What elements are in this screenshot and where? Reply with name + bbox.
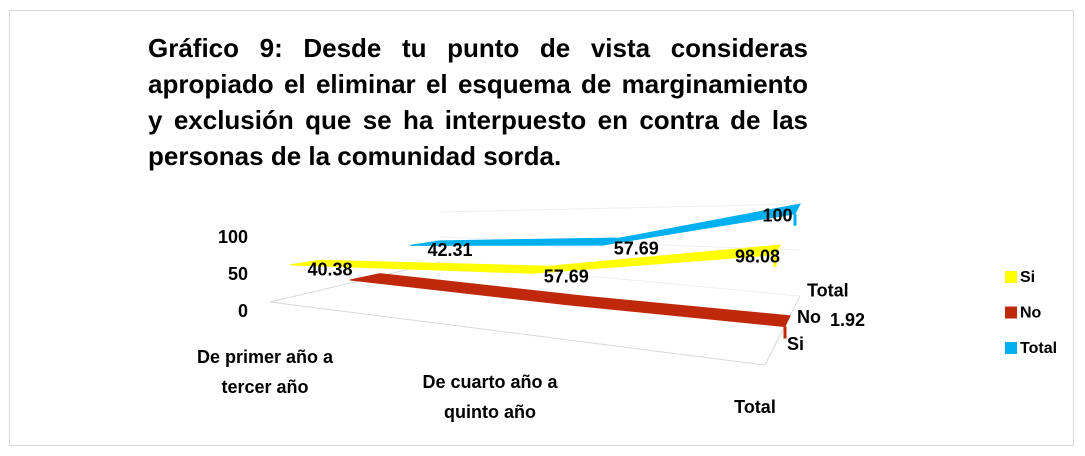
data-label: 1.92 bbox=[830, 310, 865, 330]
data-label: 98.08 bbox=[735, 247, 780, 267]
series-axis-label: Si bbox=[787, 334, 804, 354]
y-tick-label: 50 bbox=[228, 264, 248, 284]
grid-line bbox=[439, 236, 801, 251]
legend-swatch bbox=[1005, 271, 1017, 283]
ribbon bbox=[349, 273, 791, 328]
data-label: 42.31 bbox=[427, 240, 472, 260]
data-label: 57.69 bbox=[544, 266, 589, 286]
chart-frame bbox=[9, 10, 1074, 446]
ribbon bbox=[289, 244, 781, 274]
x-tick-label: De cuarto año a quinto año bbox=[422, 372, 558, 422]
data-label: 40.38 bbox=[307, 259, 352, 279]
legend-label: No bbox=[1020, 305, 1042, 322]
series-axis-label: Total bbox=[807, 281, 849, 301]
series-axis-label: No bbox=[797, 307, 821, 327]
x-tick-label: Total bbox=[734, 397, 776, 417]
floor-front bbox=[269, 301, 766, 366]
chart-title: Gráfico 9: Desde tu punto de vista consi… bbox=[148, 33, 808, 171]
y-tick-label: 100 bbox=[218, 227, 248, 247]
legend-swatch bbox=[1005, 306, 1017, 319]
grid-line bbox=[439, 203, 801, 213]
legend-label: Total bbox=[1020, 340, 1057, 357]
x-tick-label: De primer año a tercer año bbox=[196, 347, 334, 397]
y-tick-label: 0 bbox=[238, 301, 248, 321]
legend-label: Si bbox=[1020, 269, 1035, 286]
data-label: 57.69 bbox=[614, 238, 659, 258]
data-label: 100 bbox=[762, 206, 792, 226]
ribbon bbox=[409, 203, 801, 246]
floor-right bbox=[764, 295, 801, 366]
legend-swatch bbox=[1005, 342, 1017, 354]
